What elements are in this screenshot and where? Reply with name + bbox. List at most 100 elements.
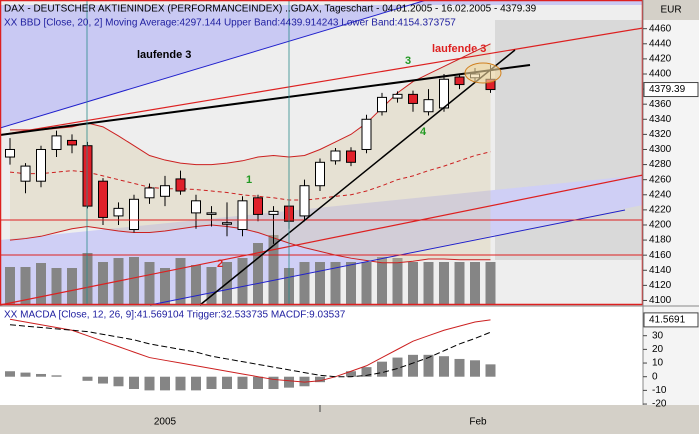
histogram-bar bbox=[423, 354, 434, 377]
currency-box bbox=[643, 0, 699, 20]
candle-body bbox=[206, 212, 217, 215]
candle-body bbox=[253, 197, 263, 215]
candle-body bbox=[439, 78, 449, 109]
y-tick-label: 4320 bbox=[649, 129, 672, 140]
histogram-bar bbox=[299, 376, 310, 387]
histogram-bar bbox=[129, 376, 139, 390]
candle-body bbox=[408, 93, 418, 104]
candle-body bbox=[237, 200, 248, 231]
y-tick-label: 4400 bbox=[649, 69, 672, 80]
histogram-bar bbox=[5, 371, 15, 377]
volume-bar bbox=[98, 262, 108, 305]
histogram-bar bbox=[82, 376, 93, 381]
channel-line bbox=[0, 0, 429, 129]
y-tick-label: 4140 bbox=[649, 265, 672, 276]
candle-body bbox=[5, 148, 15, 158]
y-tick-label: 4340 bbox=[649, 114, 672, 125]
volume-bar bbox=[175, 258, 186, 305]
highlight bbox=[464, 62, 502, 84]
annotation: 2 bbox=[217, 258, 223, 270]
candle-body bbox=[175, 178, 186, 192]
candle-body bbox=[20, 165, 31, 182]
candle-body bbox=[113, 207, 124, 217]
y-tick-label: -20 bbox=[652, 399, 667, 410]
trend-line bbox=[0, 27, 644, 136]
candle-body bbox=[330, 150, 341, 162]
last-value-label: 4379.39 bbox=[649, 84, 686, 95]
y-tick-label: 4240 bbox=[649, 189, 672, 200]
candle-body bbox=[315, 161, 325, 187]
candle-body bbox=[222, 222, 232, 225]
y-tick-label: 4460 bbox=[649, 23, 672, 34]
volume-bar bbox=[206, 267, 217, 305]
volume-bar bbox=[470, 262, 480, 305]
candle-body bbox=[299, 185, 310, 217]
trend-line bbox=[199, 49, 516, 306]
histogram-bar bbox=[470, 360, 480, 377]
candle-body bbox=[144, 187, 155, 199]
histogram-bar bbox=[346, 371, 356, 377]
annotation: 3 bbox=[405, 55, 411, 67]
volume-bar bbox=[361, 262, 372, 305]
volume-bar bbox=[20, 267, 31, 305]
volume-bar bbox=[439, 262, 449, 305]
histogram-bar bbox=[98, 376, 108, 384]
y-tick-label: 4360 bbox=[649, 99, 672, 110]
histogram-bar bbox=[392, 357, 403, 377]
candle-body bbox=[36, 148, 46, 182]
y-tick-label: 4420 bbox=[649, 54, 672, 65]
y-tick-label: 4300 bbox=[649, 144, 672, 155]
histogram-bar bbox=[191, 376, 201, 391]
volume-bar bbox=[423, 262, 434, 305]
header: DAX - DEUTSCHER AKTIENINDEX (PERFORMANCE… bbox=[4, 4, 537, 15]
y-tick-label: 4100 bbox=[649, 295, 672, 306]
y-tick-label: 4120 bbox=[649, 280, 672, 291]
value-axis bbox=[643, 0, 699, 405]
legend: XX MACDA [Close, 12, 26, 9]:41.569104 Tr… bbox=[4, 310, 346, 321]
volume-bar bbox=[82, 253, 93, 305]
candle-body bbox=[160, 185, 170, 197]
histogram-bar bbox=[253, 376, 263, 390]
macd-panel bbox=[0, 307, 643, 405]
candle-body bbox=[268, 210, 279, 215]
histogram-bar bbox=[454, 358, 465, 377]
y-tick-label: 4160 bbox=[649, 250, 672, 261]
histogram-bar bbox=[51, 375, 62, 377]
data-layer bbox=[5, 43, 496, 391]
volume-bar bbox=[346, 262, 356, 305]
histogram-bar bbox=[485, 364, 496, 377]
macd-line bbox=[9, 324, 491, 378]
candle-body bbox=[377, 96, 387, 113]
histogram-bar bbox=[377, 361, 387, 377]
histogram-bar bbox=[408, 354, 418, 377]
candle-body bbox=[98, 180, 108, 218]
histogram-bar bbox=[284, 376, 294, 388]
candle-body bbox=[51, 135, 62, 150]
volume-bar bbox=[160, 268, 170, 305]
volume-bar bbox=[191, 265, 201, 305]
histogram-bar bbox=[175, 376, 186, 391]
histogram-bar bbox=[20, 372, 31, 377]
legend: XX BBD [Close, 20, 2] Moving Average:429… bbox=[4, 18, 456, 29]
y-tick-label: 4220 bbox=[649, 205, 672, 216]
trend-line bbox=[0, 174, 644, 306]
volume-bar bbox=[330, 262, 341, 305]
histogram-bar bbox=[237, 376, 248, 390]
time-label: Feb bbox=[469, 417, 487, 428]
volume-bar bbox=[268, 235, 279, 305]
candle-body bbox=[423, 99, 434, 113]
volume-bar bbox=[129, 257, 139, 305]
annotation: laufende 3 bbox=[432, 43, 486, 55]
volume-bar bbox=[144, 262, 155, 305]
candle-body bbox=[129, 198, 139, 231]
histogram-bar bbox=[439, 356, 449, 377]
channel-upper bbox=[0, 0, 643, 128]
candle-body bbox=[346, 150, 356, 163]
histogram-bar bbox=[113, 376, 124, 387]
last-value-box bbox=[643, 312, 699, 328]
channel-line bbox=[149, 209, 626, 306]
y-tick-label: 0 bbox=[652, 371, 658, 382]
volume-bar bbox=[67, 268, 77, 305]
